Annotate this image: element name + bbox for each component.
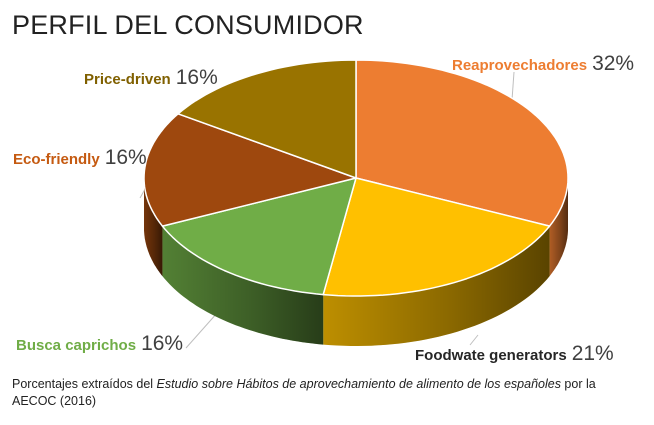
slice-price-driven — [177, 59, 357, 179]
label-value-eco-friendly: 16% — [104, 146, 147, 169]
label-foodwate-generators: Foodwate generators 21% — [415, 342, 614, 366]
label-name-foodwate-generators: Foodwate generators — [415, 347, 567, 364]
label-value-price-driven: 16% — [175, 66, 218, 89]
slice-eco-friendly — [143, 113, 357, 227]
side-shade-busca-caprichos — [162, 226, 324, 345]
caption-text-before: Porcentajes extraídos del — [12, 377, 157, 391]
label-busca-caprichos: Busca caprichos 16% — [16, 332, 183, 356]
label-name-reaprovechadores: Reaprovechadores — [452, 57, 588, 74]
chart-title: PERFIL DEL CONSUMIDOR — [12, 10, 364, 40]
label-eco-friendly: Eco-friendly 16% — [13, 146, 147, 170]
slice-reaprovechadores — [355, 59, 569, 227]
label-value-reaprovechadores: 32% — [592, 52, 635, 75]
source-caption: Porcentajes extraídos del Estudio sobre … — [12, 376, 642, 410]
label-reaprovechadores: Reaprovechadores 32% — [452, 52, 634, 76]
label-name-eco-friendly: Eco-friendly — [13, 151, 100, 168]
leader-busca-caprichos — [185, 311, 219, 349]
label-value-foodwate-generators: 21% — [571, 342, 614, 365]
caption-text-after: por la AECOC (2016) — [12, 377, 596, 408]
label-name-price-driven: Price-driven — [84, 71, 171, 88]
label-value-busca-caprichos: 16% — [141, 332, 184, 355]
caption-study-title: Estudio sobre Hábitos de aprovechamiento… — [156, 377, 561, 391]
slice-busca-caprichos — [161, 177, 357, 296]
slice-foodwate-generators — [322, 177, 551, 297]
pie-slices — [143, 59, 569, 297]
label-price-driven: Price-driven 16% — [84, 66, 218, 90]
side-shade-foodwate-generators — [323, 226, 550, 346]
leader-foodwate-generators — [469, 334, 479, 346]
label-name-busca-caprichos: Busca caprichos — [16, 337, 137, 354]
